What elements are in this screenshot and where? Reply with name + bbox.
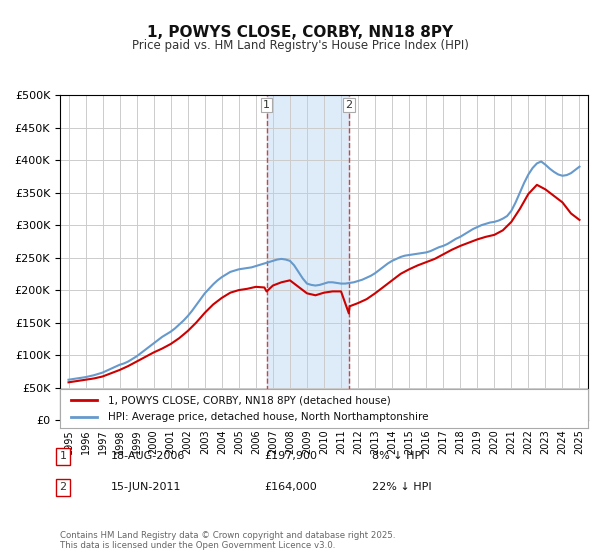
Text: Contains HM Land Registry data © Crown copyright and database right 2025.
This d: Contains HM Land Registry data © Crown c…: [60, 530, 395, 550]
Text: 2: 2: [346, 100, 352, 110]
Text: 8% ↓ HPI: 8% ↓ HPI: [372, 451, 425, 461]
Text: 2: 2: [59, 482, 67, 492]
Bar: [266, 95, 349, 420]
Text: £197,900: £197,900: [264, 451, 317, 461]
Text: £164,000: £164,000: [264, 482, 317, 492]
Text: 15-JUN-2011: 15-JUN-2011: [111, 482, 182, 492]
Text: 1: 1: [263, 100, 270, 110]
Text: 22% ↓ HPI: 22% ↓ HPI: [372, 482, 431, 492]
Text: 1: 1: [59, 451, 67, 461]
Text: 1, POWYS CLOSE, CORBY, NN18 8PY (detached house): 1, POWYS CLOSE, CORBY, NN18 8PY (detache…: [107, 395, 390, 405]
Text: Price paid vs. HM Land Registry's House Price Index (HPI): Price paid vs. HM Land Registry's House …: [131, 39, 469, 52]
Text: HPI: Average price, detached house, North Northamptonshire: HPI: Average price, detached house, Nort…: [107, 412, 428, 422]
Text: 1, POWYS CLOSE, CORBY, NN18 8PY: 1, POWYS CLOSE, CORBY, NN18 8PY: [147, 25, 453, 40]
Text: 18-AUG-2006: 18-AUG-2006: [111, 451, 185, 461]
